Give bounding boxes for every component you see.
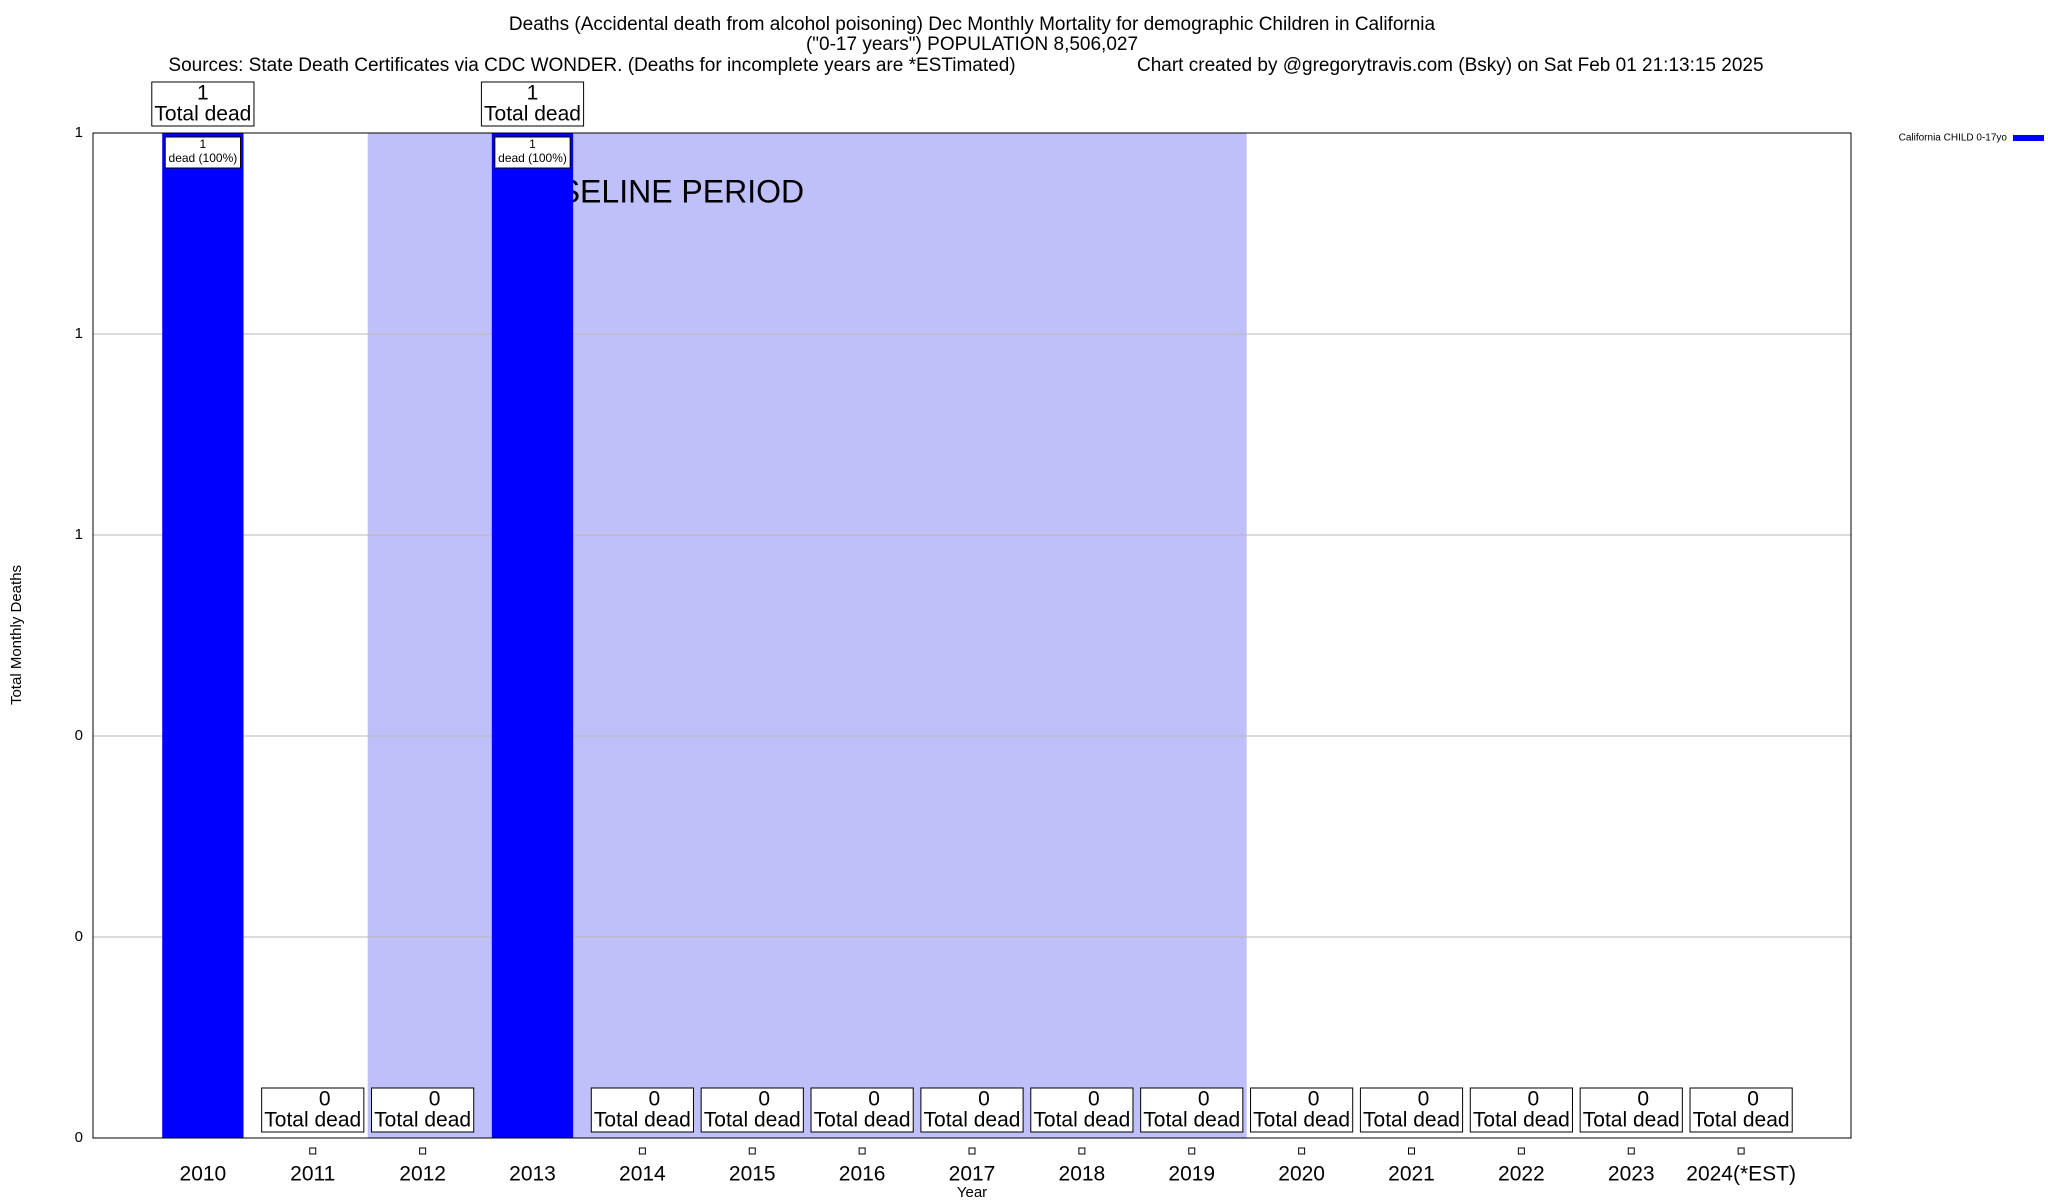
- bar: [1298, 1147, 1306, 1155]
- value-label: 0: [1418, 1088, 1430, 1111]
- bar: [1517, 1147, 1525, 1155]
- bar: [748, 1147, 756, 1155]
- plot-frame: [92, 132, 1852, 1139]
- value-label-box: [920, 1087, 1024, 1133]
- bar: [1408, 1147, 1415, 1155]
- x-tick-label: 2017: [949, 1163, 996, 1186]
- x-tick-label: 2018: [1059, 1163, 1106, 1186]
- y-tick-label: 0: [75, 1129, 83, 1146]
- x-tick-label: 2023: [1608, 1163, 1655, 1186]
- chart-title: Deaths (Accidental death from alcohol po…: [509, 14, 1436, 35]
- value-label-box: [810, 1087, 914, 1133]
- value-label-box: [1250, 1087, 1354, 1133]
- bar-label-value: 1: [200, 137, 207, 151]
- x-tick-label: 2021: [1388, 1163, 1435, 1186]
- value-label-box: [1140, 1087, 1244, 1133]
- value-label: 0: [1637, 1088, 1649, 1111]
- value-label-box: [1359, 1087, 1464, 1133]
- x-tick-label: 2014: [619, 1163, 666, 1186]
- value-label: 0: [1528, 1088, 1540, 1111]
- bar-label-value: 1: [529, 137, 536, 151]
- x-axis-title: Year: [957, 1184, 987, 1200]
- bar: [1078, 1147, 1086, 1155]
- value-label: 0: [758, 1088, 770, 1111]
- bar: [858, 1147, 866, 1155]
- y-tick-label: 0: [75, 727, 83, 744]
- y-tick-label: 1: [75, 124, 83, 141]
- value-label-box: [1579, 1087, 1683, 1133]
- value-label-box: [261, 1087, 365, 1133]
- value-label-text: Total dead: [374, 1109, 471, 1132]
- x-tick-label: 2011: [290, 1163, 335, 1186]
- value-label-text: Total dead: [814, 1109, 911, 1132]
- value-label-box: [1689, 1087, 1793, 1133]
- value-label-box: [1469, 1087, 1573, 1133]
- value-label-text: Total dead: [484, 103, 581, 126]
- value-label-box: [480, 81, 585, 127]
- value-label-box: [1030, 1087, 1134, 1133]
- bar: [162, 133, 244, 1138]
- bar: [1627, 1147, 1635, 1155]
- value-label: 0: [1747, 1088, 1759, 1111]
- value-label-box: [151, 81, 255, 127]
- chart-credit: Chart created by @gregorytravis.com (Bsk…: [1137, 55, 1764, 76]
- chart-subtitle: Sources: State Death Certificates via CD…: [168, 55, 1015, 76]
- x-tick-label: 2022: [1498, 1163, 1545, 1186]
- value-label-text: Total dead: [704, 1109, 801, 1132]
- value-label: 0: [868, 1088, 880, 1111]
- y-axis-title: Total Monthly Deaths: [8, 565, 25, 705]
- value-label-box: [590, 1087, 694, 1133]
- value-label-box: [371, 1087, 475, 1133]
- x-tick-label: 2019: [1168, 1163, 1215, 1186]
- value-label: 1: [197, 82, 209, 105]
- bar: [309, 1147, 317, 1155]
- y-tick-label: 0: [75, 928, 83, 945]
- x-tick-label: 2010: [180, 1163, 227, 1186]
- value-label-text: Total dead: [1143, 1109, 1240, 1132]
- bar: [1188, 1147, 1196, 1155]
- value-label-text: Total dead: [1693, 1109, 1790, 1132]
- bar: [968, 1147, 976, 1155]
- value-label-box: [700, 1087, 804, 1133]
- value-label: 0: [1088, 1088, 1100, 1111]
- value-label: 0: [1308, 1088, 1320, 1111]
- value-label-text: Total dead: [1033, 1109, 1130, 1132]
- value-label: 0: [319, 1088, 331, 1111]
- chart-title-line2: ("0-17 years") POPULATION 8,506,027: [806, 34, 1138, 55]
- value-label-text: Total dead: [1253, 1109, 1350, 1132]
- bar: [491, 133, 574, 1138]
- x-tick-label: 2020: [1278, 1163, 1325, 1186]
- value-label-text: Total dead: [1583, 1109, 1680, 1132]
- value-label: 0: [429, 1088, 441, 1111]
- bar: [419, 1147, 427, 1155]
- bar: [1737, 1147, 1745, 1155]
- x-tick-label: 2024(*EST): [1686, 1163, 1796, 1186]
- value-label-text: Total dead: [924, 1109, 1021, 1132]
- value-label-text: Total dead: [154, 103, 251, 126]
- x-tick-label: 2012: [399, 1163, 446, 1186]
- value-label-text: Total dead: [264, 1109, 361, 1132]
- bar-label-text: dead (100%): [498, 151, 567, 165]
- x-tick-label: 2013: [509, 1163, 556, 1186]
- legend-swatch: [2013, 135, 2044, 141]
- value-label: 1: [527, 82, 539, 105]
- value-label: 0: [978, 1088, 990, 1111]
- y-tick-label: 1: [75, 325, 83, 342]
- x-tick-label: 2016: [839, 1163, 886, 1186]
- y-tick-label: 1: [75, 526, 83, 543]
- bar: [638, 1147, 646, 1155]
- x-tick-label: 2015: [729, 1163, 776, 1186]
- value-label-text: Total dead: [594, 1109, 691, 1132]
- bar-label-box: [164, 136, 242, 169]
- bar-label-box: [494, 136, 571, 169]
- value-label: 0: [649, 1088, 661, 1111]
- legend-label: California CHILD 0-17yo: [1899, 133, 2008, 144]
- value-label-text: Total dead: [1363, 1109, 1460, 1132]
- value-label: 0: [1198, 1088, 1210, 1111]
- bar-label-text: dead (100%): [169, 151, 238, 165]
- value-label-text: Total dead: [1473, 1109, 1570, 1132]
